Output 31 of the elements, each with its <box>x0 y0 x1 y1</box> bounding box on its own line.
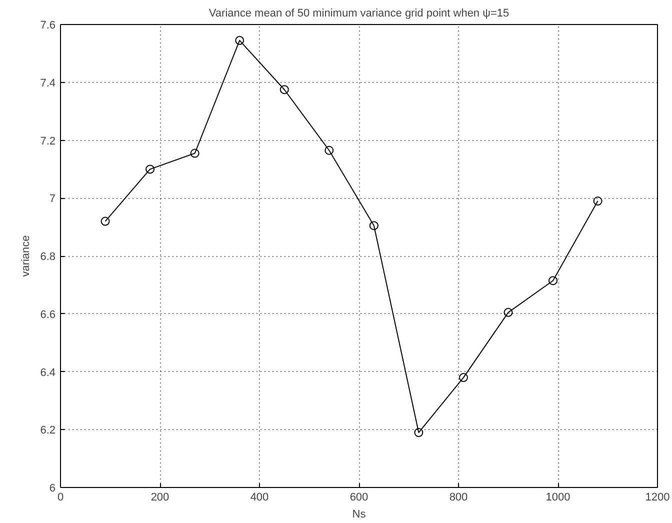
y-tick-label: 7.2 <box>40 135 56 148</box>
point <box>190 148 200 158</box>
x-tick-label: 400 <box>250 492 269 504</box>
point <box>235 36 244 45</box>
point <box>100 216 110 226</box>
y-tick-label: 6.2 <box>40 424 56 437</box>
y-axis-title: variance <box>20 235 32 277</box>
point <box>280 85 289 94</box>
y-tick-label: 6.8 <box>40 251 56 263</box>
point <box>369 221 378 230</box>
point <box>593 196 602 206</box>
x-tick-label: 1200 <box>645 492 670 504</box>
point <box>324 146 334 155</box>
x-tick-label: 200 <box>150 492 170 504</box>
point <box>414 428 424 438</box>
x-tick-label: 600 <box>350 492 368 504</box>
x-tick-label: 800 <box>449 492 468 504</box>
chart-title: Variance mean of 50 minimum variance grid point when ψ=15 <box>208 8 510 20</box>
y-tick-label: 6.6 <box>40 308 56 321</box>
y-tick-label: 7.4 <box>40 77 56 90</box>
y-tick-label: 6 <box>49 482 56 494</box>
y-tick-label: 7.6 <box>40 20 56 32</box>
point <box>146 164 155 174</box>
x-tick-label: 1000 <box>546 492 570 504</box>
point <box>548 276 558 286</box>
y-tick-label: 7 <box>49 193 56 206</box>
x-tick-label: 0 <box>57 492 64 504</box>
point <box>504 308 513 317</box>
y-tick-label: 6.4 <box>40 366 56 379</box>
x-axis-title: Ns <box>352 508 366 520</box>
point <box>458 373 468 382</box>
